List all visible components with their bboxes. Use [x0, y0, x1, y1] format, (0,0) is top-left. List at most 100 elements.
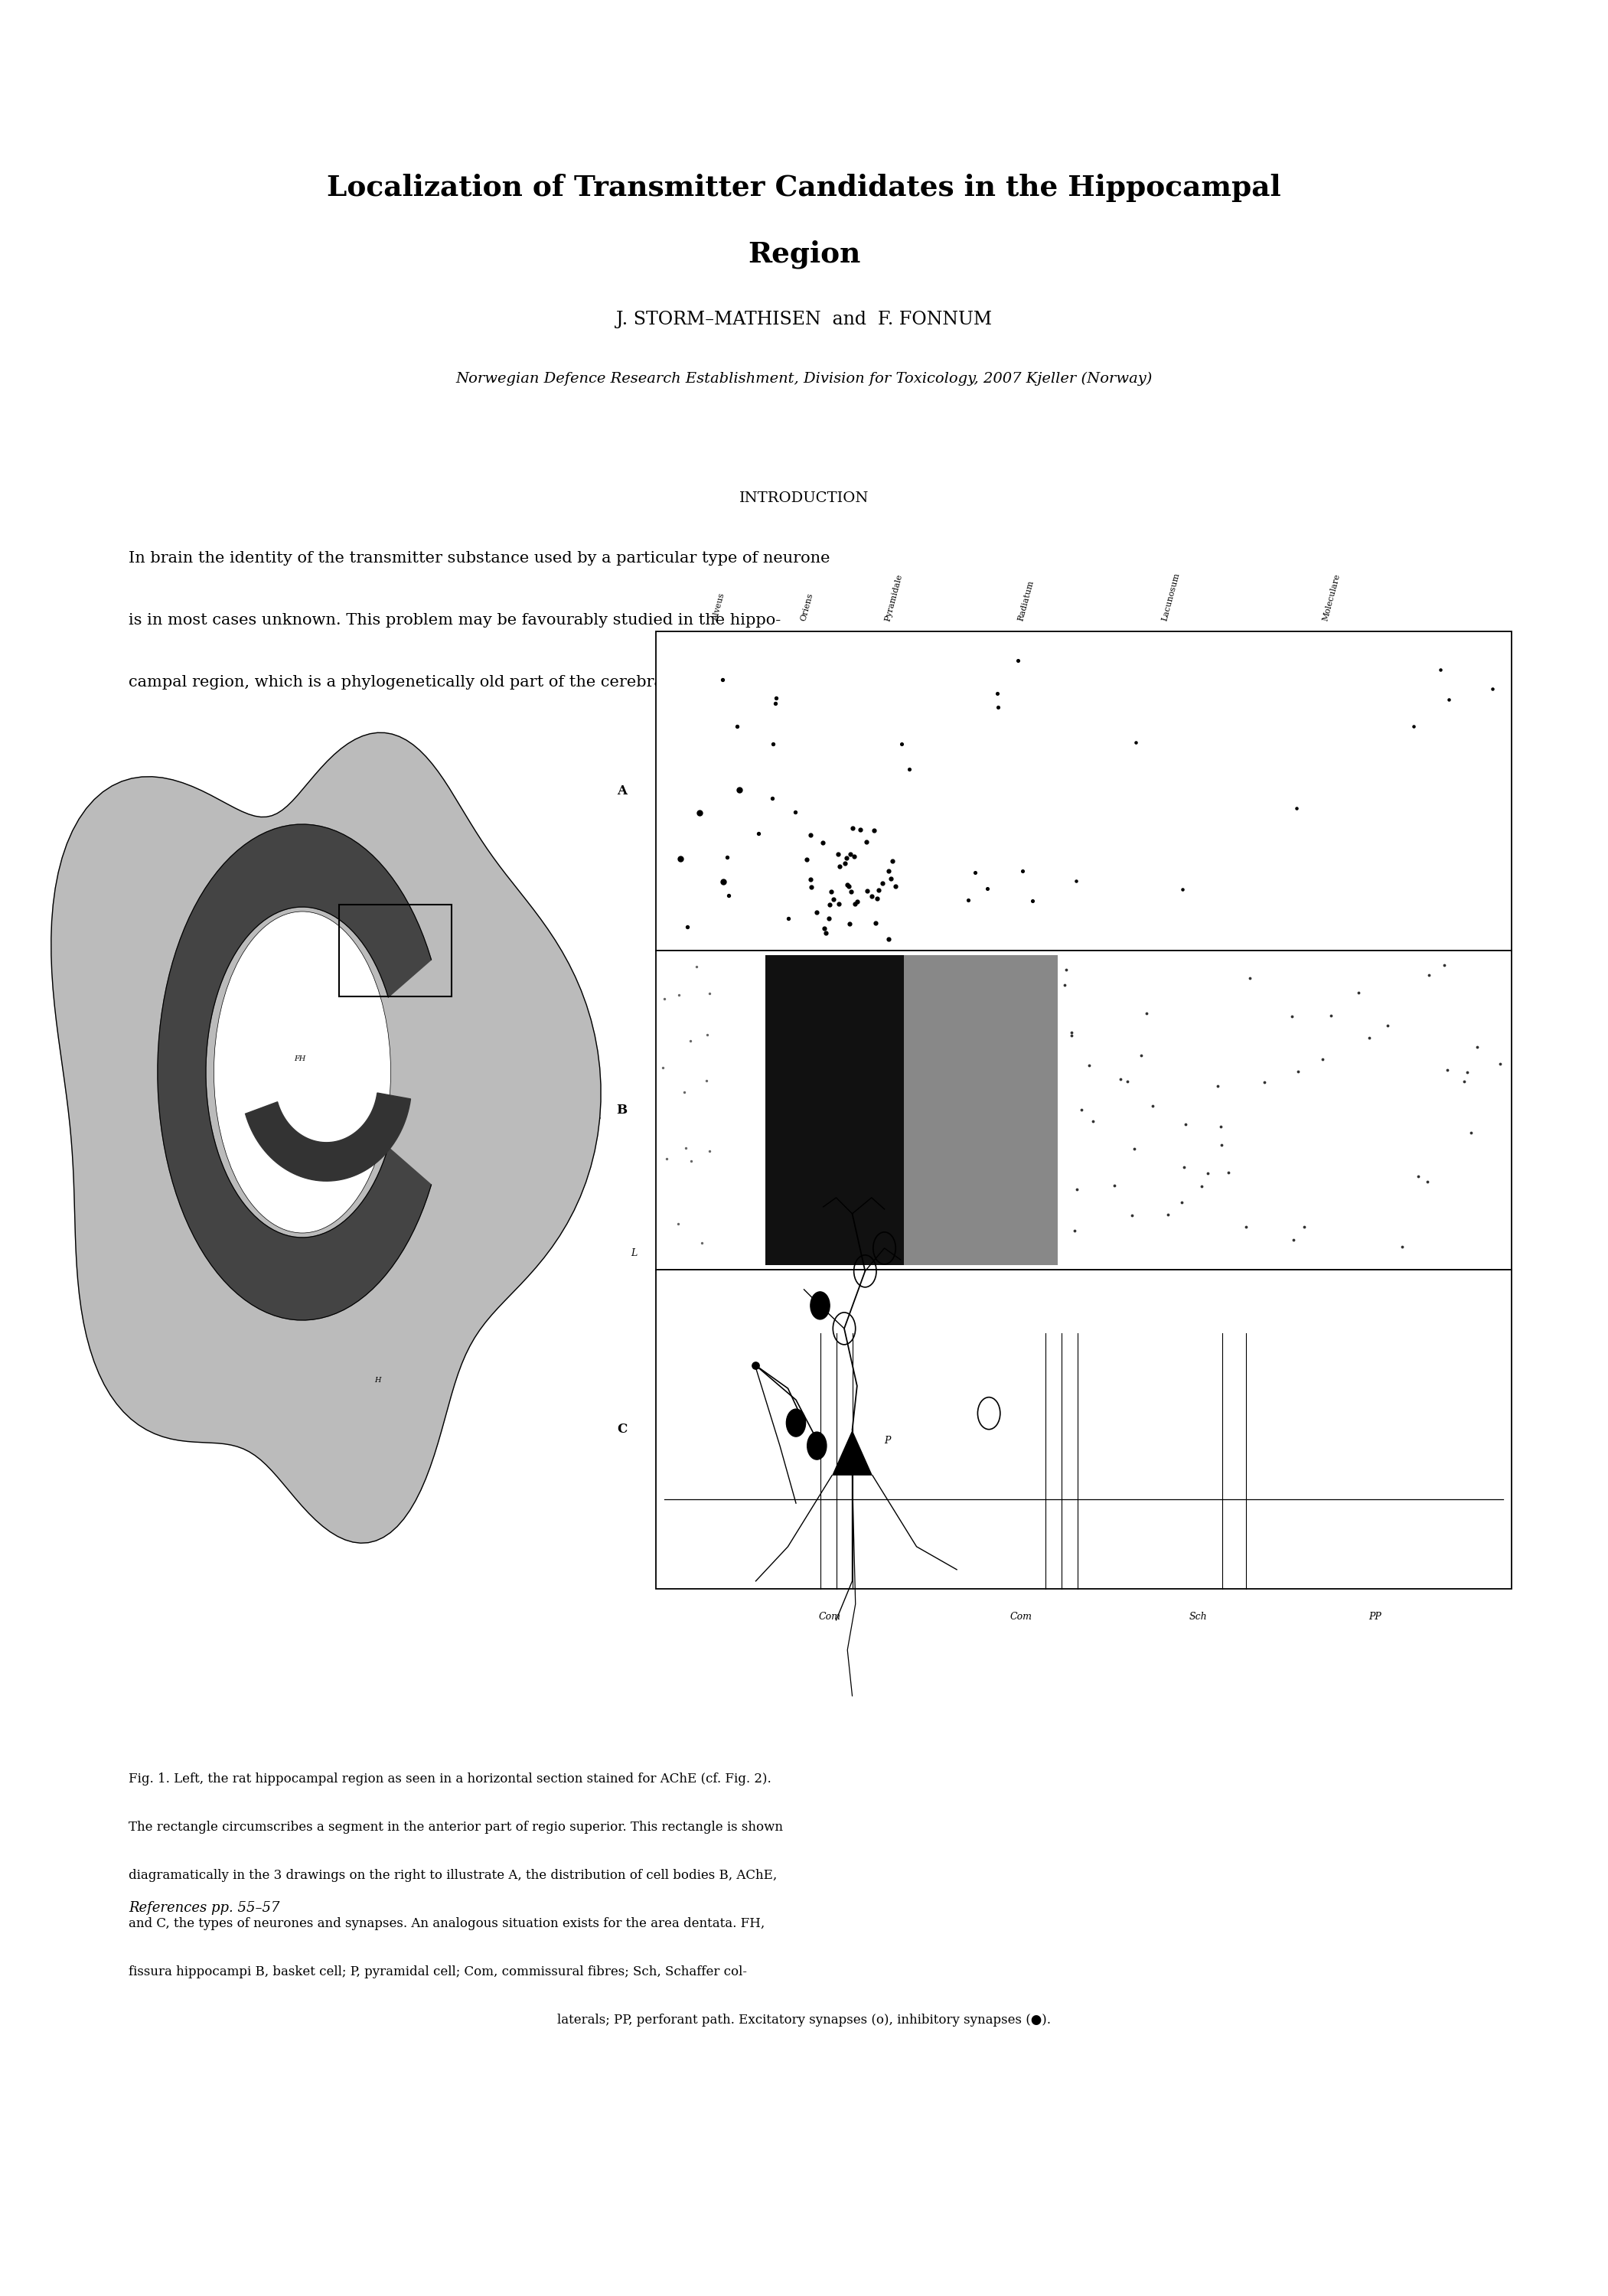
Text: The rectangle circumscribes a segment in the anterior part of regio superior. Th: The rectangle circumscribes a segment in…: [129, 1821, 783, 1835]
Point: [759, 781, 785, 817]
Point: [820, 882, 846, 918]
Point: [762, 684, 788, 721]
Text: Norwegian Defence Research Establishment, Division for Toxicology, 2007 Kjeller : Norwegian Defence Research Establishment…: [455, 372, 1153, 386]
Point: [955, 882, 981, 918]
Text: L: L: [630, 1249, 637, 1258]
Point: [1319, 996, 1344, 1033]
Point: [1019, 882, 1045, 918]
Text: Region: Region: [748, 241, 860, 269]
Text: diagramatically in the 3 drawings on the right to illustrate A, the distribution: diagramatically in the 3 drawings on the…: [129, 1869, 777, 1883]
Point: [839, 810, 865, 847]
Point: [1169, 870, 1195, 907]
Point: [1479, 670, 1505, 707]
Point: [651, 980, 677, 1017]
Circle shape: [807, 1433, 827, 1460]
Point: [1401, 707, 1426, 744]
Point: [843, 886, 868, 923]
Point: [812, 914, 838, 951]
Point: [775, 900, 801, 937]
Text: A: A: [617, 785, 627, 797]
Point: [1068, 1091, 1093, 1127]
Point: [1389, 1228, 1415, 1265]
Point: [863, 879, 889, 916]
Point: [876, 921, 902, 957]
Point: [1172, 1107, 1198, 1143]
Point: [709, 661, 735, 698]
Point: [817, 886, 843, 923]
Text: FH: FH: [294, 1056, 306, 1063]
Point: [1309, 1040, 1335, 1077]
Bar: [904, 955, 1058, 1265]
Text: In brain the identity of the transmitter substance used by a particular type of : In brain the identity of the transmitter…: [129, 551, 830, 565]
Point: [667, 840, 693, 877]
Point: [666, 1205, 691, 1242]
Ellipse shape: [214, 912, 391, 1233]
Point: [854, 872, 880, 909]
Point: [696, 1132, 722, 1169]
Point: [674, 909, 699, 946]
Text: laterals; PP, perforant path. Excitatory synapses (o), inhibitory synapses (●).: laterals; PP, perforant path. Excitatory…: [558, 2014, 1050, 2027]
Text: and C, the types of neurones and synapses. An analogous situation exists for the: and C, the types of neurones and synapse…: [129, 1917, 765, 1931]
Text: INTRODUCTION: INTRODUCTION: [740, 491, 868, 505]
Point: [690, 1224, 716, 1261]
Point: [695, 1017, 720, 1054]
Point: [1458, 1114, 1484, 1150]
Point: [835, 866, 860, 902]
Point: [1291, 1208, 1317, 1244]
Point: [810, 824, 836, 861]
Point: [974, 870, 1000, 907]
Point: [724, 707, 749, 744]
Point: [1405, 1157, 1431, 1194]
Circle shape: [786, 1410, 806, 1437]
Text: Sch: Sch: [1188, 1612, 1208, 1621]
Point: [1171, 1148, 1196, 1185]
Point: [838, 836, 863, 872]
Point: [1058, 1017, 1084, 1054]
Point: [727, 771, 753, 808]
Circle shape: [810, 1293, 830, 1320]
Text: is in most cases unknown. This problem may be favourably studied in the hippo-: is in most cases unknown. This problem m…: [129, 613, 781, 627]
Point: [1465, 1029, 1491, 1065]
Point: [986, 689, 1011, 726]
Point: [696, 976, 722, 1013]
Point: [1283, 790, 1309, 827]
Point: [1108, 1061, 1134, 1097]
Point: [1436, 682, 1462, 719]
Text: Fig. 1. Left, the rat hippocampal region as seen in a horizontal section stained: Fig. 1. Left, the rat hippocampal region…: [129, 1773, 772, 1786]
Point: [711, 863, 736, 900]
Point: [798, 861, 823, 898]
Point: [1188, 1169, 1214, 1205]
Point: [764, 680, 790, 716]
Point: [844, 884, 870, 921]
Point: [1415, 1164, 1441, 1201]
Point: [831, 845, 857, 882]
Bar: [656, 1270, 1512, 1589]
Point: [1169, 1185, 1195, 1221]
Point: [1052, 967, 1077, 1003]
Point: [870, 866, 896, 902]
Point: [671, 1075, 696, 1111]
Point: [1114, 1063, 1140, 1100]
Point: [674, 1130, 699, 1166]
Point: [1280, 1221, 1306, 1258]
Text: Pyramidale: Pyramidale: [884, 574, 904, 622]
Point: [716, 877, 741, 914]
Polygon shape: [246, 1093, 410, 1180]
Point: [883, 868, 909, 905]
Point: [798, 868, 823, 905]
Point: [677, 1022, 703, 1058]
Text: fissura hippocampi B, basket cell; P, pyramidal cell; Com, commissural fibres; S: fissura hippocampi B, basket cell; P, py…: [129, 1965, 748, 1979]
Text: H: H: [375, 1378, 381, 1384]
Point: [666, 976, 691, 1013]
Polygon shape: [158, 824, 431, 1320]
Point: [1140, 1088, 1166, 1125]
Point: [1431, 946, 1457, 983]
Point: [1251, 1063, 1277, 1100]
Point: [798, 817, 823, 854]
Point: [693, 1063, 719, 1100]
Point: [761, 726, 786, 762]
Polygon shape: [51, 732, 601, 1543]
Point: [1428, 652, 1454, 689]
Point: [1061, 1212, 1087, 1249]
Point: [1134, 994, 1159, 1031]
